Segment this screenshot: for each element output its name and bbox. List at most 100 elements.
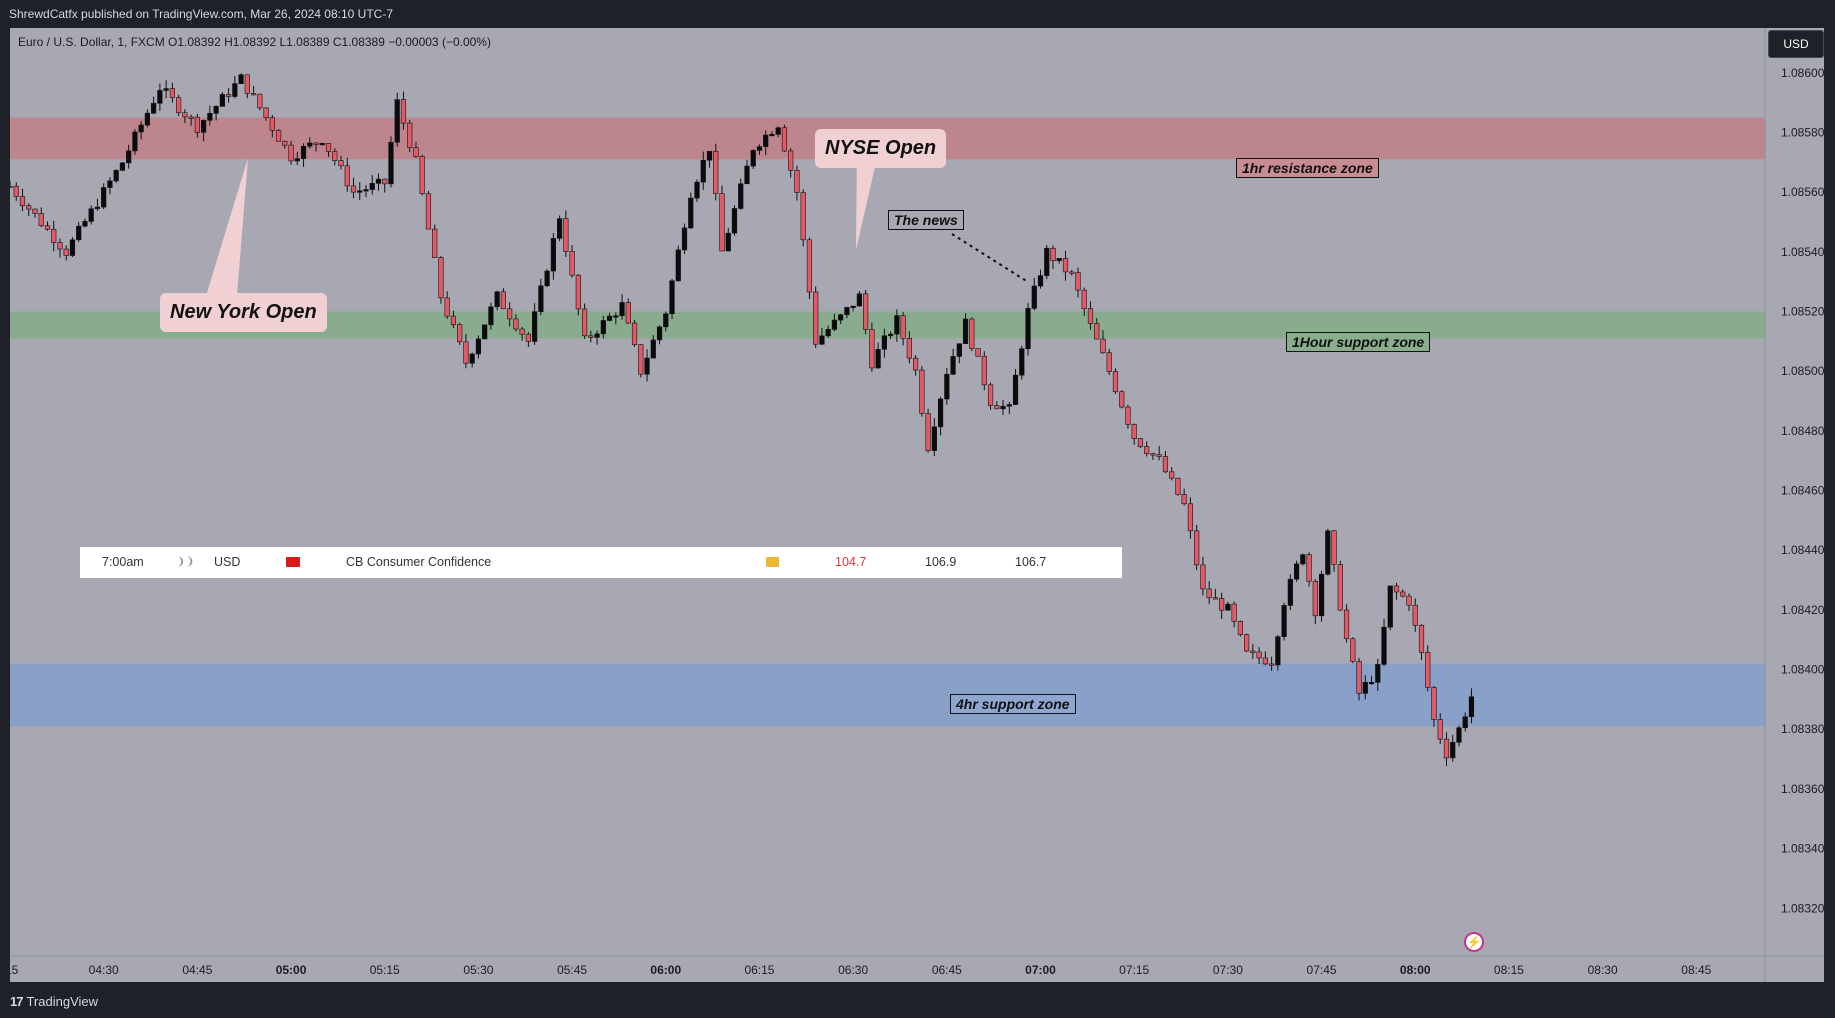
candle bbox=[394, 92, 400, 147]
candle bbox=[775, 126, 781, 138]
candle-body bbox=[800, 192, 806, 241]
candlestick-chart[interactable]: 1.08320 1.08340 1.08360 1.08380 1.08400 1.084… bbox=[10, 28, 1824, 982]
candle-body bbox=[775, 127, 781, 135]
candle bbox=[1194, 524, 1200, 571]
candle-body bbox=[219, 94, 225, 107]
candle-body bbox=[769, 134, 775, 137]
candle-body bbox=[1412, 604, 1418, 626]
candle bbox=[1100, 330, 1106, 354]
candle-body bbox=[507, 308, 513, 320]
event-actual: 104.7 bbox=[835, 555, 867, 569]
candle bbox=[1006, 401, 1012, 415]
candle bbox=[1368, 675, 1375, 685]
tv-logo-icon: 17 bbox=[10, 994, 24, 1009]
candle bbox=[1406, 593, 1412, 611]
candle-body bbox=[132, 131, 138, 152]
brand-name: TradingView bbox=[26, 994, 99, 1009]
candle-body bbox=[38, 213, 44, 227]
candle bbox=[1281, 602, 1287, 641]
candle-body bbox=[225, 94, 232, 97]
candle-body bbox=[1362, 682, 1368, 694]
candle bbox=[457, 322, 463, 345]
candle-body bbox=[538, 285, 544, 312]
candle bbox=[13, 182, 19, 202]
x-tick-label: :15 bbox=[10, 963, 19, 977]
candle-body bbox=[1400, 591, 1406, 597]
candle bbox=[1219, 592, 1225, 619]
candle bbox=[806, 237, 813, 299]
candle-body bbox=[350, 185, 357, 193]
candle bbox=[794, 165, 800, 201]
chart-area[interactable]: 1.08320 1.08340 1.08360 1.08380 1.08400 1.084… bbox=[10, 28, 1824, 982]
candle-body bbox=[875, 349, 881, 369]
candle bbox=[581, 303, 588, 339]
candle bbox=[569, 245, 575, 278]
candle-body bbox=[10, 185, 13, 188]
candle bbox=[38, 207, 44, 228]
candle bbox=[1012, 368, 1019, 405]
candle-body bbox=[169, 88, 175, 98]
candle-body bbox=[1006, 404, 1012, 407]
economic-event-row[interactable]: 7:00am ❩❩ USD CB Consumer Confidence 104… bbox=[80, 547, 1122, 578]
candle-body bbox=[644, 357, 650, 375]
candle bbox=[756, 144, 763, 155]
candle-body bbox=[94, 206, 101, 210]
candle-body bbox=[144, 112, 151, 126]
flash-icon[interactable]: ⚡ bbox=[1464, 932, 1484, 952]
candle bbox=[962, 313, 969, 344]
candle-body bbox=[282, 140, 288, 146]
candle-body bbox=[1112, 371, 1119, 393]
candle-body bbox=[463, 341, 469, 364]
candle-body bbox=[1456, 727, 1462, 743]
candle-body bbox=[1244, 634, 1250, 652]
candle-body bbox=[1137, 438, 1144, 447]
candle-body bbox=[532, 311, 538, 342]
candle-body bbox=[962, 318, 969, 344]
candle bbox=[813, 286, 819, 349]
candle bbox=[19, 188, 26, 212]
y-tick-label: 1.08480 bbox=[1781, 424, 1824, 438]
candle-body bbox=[1468, 696, 1475, 718]
y-tick-label: 1.08460 bbox=[1781, 484, 1824, 498]
x-tick-label: 06:00 bbox=[650, 963, 681, 977]
candle bbox=[413, 141, 419, 158]
candle-body bbox=[244, 74, 250, 94]
candle-body bbox=[1200, 564, 1206, 590]
candle-body bbox=[176, 97, 182, 114]
candle bbox=[1375, 658, 1381, 691]
candle bbox=[969, 317, 975, 352]
candle-body bbox=[906, 338, 912, 359]
candle bbox=[344, 157, 350, 192]
candle bbox=[238, 73, 244, 84]
currency-selector[interactable]: USD bbox=[1768, 30, 1824, 58]
candle bbox=[1031, 277, 1037, 311]
y-tick-label: 1.08440 bbox=[1781, 543, 1824, 557]
candle bbox=[1400, 589, 1406, 598]
candle bbox=[101, 183, 107, 210]
candle-body bbox=[631, 322, 638, 345]
candle-body bbox=[981, 355, 987, 386]
candle bbox=[1456, 725, 1462, 747]
tradingview-logo[interactable]: 17 TradingView bbox=[10, 994, 98, 1009]
y-tick-label: 1.08540 bbox=[1781, 245, 1824, 259]
candle bbox=[869, 322, 875, 372]
candle bbox=[669, 278, 675, 320]
candle bbox=[463, 333, 469, 369]
candle bbox=[1331, 530, 1337, 572]
candle bbox=[588, 330, 594, 343]
candle-body bbox=[288, 144, 294, 162]
candle-body bbox=[569, 251, 575, 276]
candle-body bbox=[550, 238, 556, 272]
candle bbox=[182, 109, 188, 124]
candle bbox=[1381, 618, 1387, 667]
candle-body bbox=[663, 313, 669, 328]
candle-body bbox=[413, 147, 419, 157]
candle bbox=[132, 129, 138, 155]
candle-body bbox=[119, 162, 126, 171]
candle-body bbox=[338, 160, 344, 167]
candle bbox=[1306, 552, 1312, 587]
candle bbox=[1300, 553, 1306, 566]
candle-body bbox=[269, 117, 275, 131]
candle-body bbox=[13, 185, 19, 197]
candle bbox=[894, 309, 900, 342]
